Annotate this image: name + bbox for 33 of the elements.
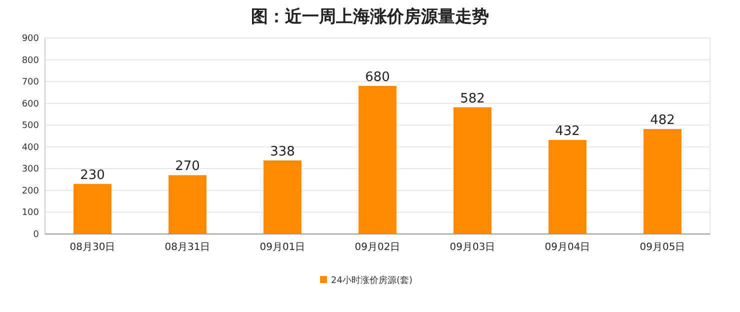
y-tick-label: 800	[22, 56, 40, 66]
y-tick-label: 700	[22, 78, 40, 88]
data-label: 582	[460, 91, 485, 106]
data-label: 338	[270, 144, 295, 160]
x-tick-label: 08月30日	[70, 242, 116, 253]
x-tick-label: 08月31日	[164, 242, 210, 253]
bar	[264, 160, 302, 234]
y-tick-label: 200	[22, 186, 40, 196]
y-tick-label: 600	[22, 99, 40, 110]
bar	[74, 184, 112, 234]
x-tick-label: 09月01日	[260, 242, 306, 253]
data-label: 482	[650, 113, 675, 128]
data-label: 230	[80, 168, 105, 183]
bar	[454, 107, 492, 234]
y-tick-label: 100	[22, 208, 40, 218]
data-label: 432	[555, 124, 580, 139]
data-label: 270	[175, 159, 200, 174]
chart-title: 图：近一周上海涨价房源量走势	[251, 7, 489, 27]
bar	[358, 86, 396, 234]
y-tick-label: 400	[22, 142, 40, 153]
x-tick-label: 09月02日	[354, 242, 400, 253]
y-tick-label: 900	[22, 34, 40, 44]
bar	[168, 175, 206, 234]
bar	[548, 140, 586, 234]
y-tick-label: 500	[22, 121, 40, 132]
x-tick-label: 09月04日	[544, 242, 590, 253]
data-label: 680	[365, 70, 390, 85]
y-tick-label: 300	[22, 164, 40, 175]
legend-label: 24小时涨价房源(套)	[331, 275, 412, 286]
x-tick-label: 09月03日	[450, 242, 496, 253]
bar	[644, 129, 682, 234]
x-tick-label: 09月05日	[640, 242, 686, 253]
y-tick-label: 0	[33, 230, 40, 240]
